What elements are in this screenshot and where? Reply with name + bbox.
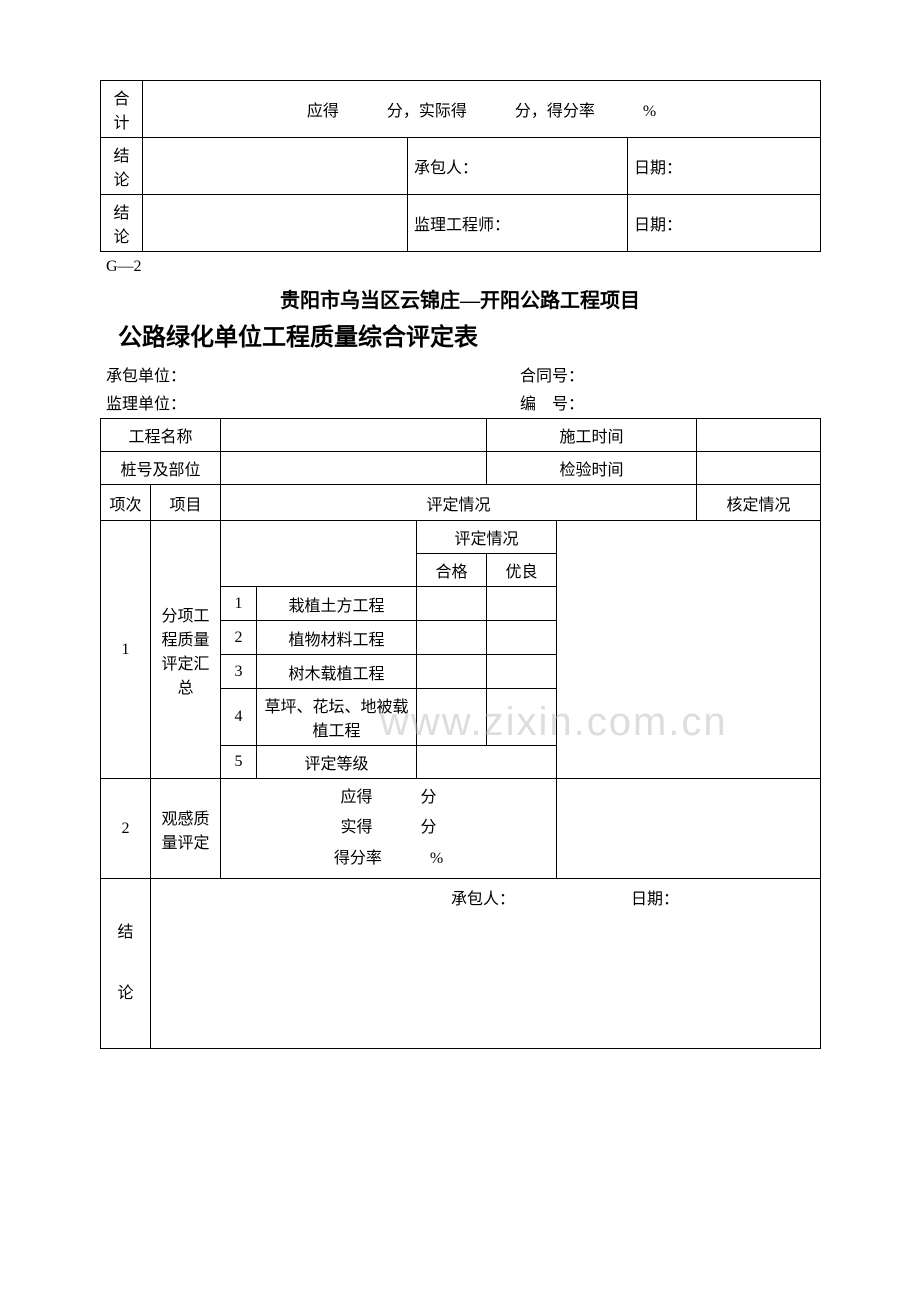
col-item: 项目 <box>151 485 221 521</box>
sec1-r2-e <box>487 621 557 655</box>
top-row3-label: 结论 <box>101 195 143 252</box>
top-row3-date: 日期： <box>628 195 821 252</box>
sec1-qualified: 合格 <box>417 554 487 587</box>
sec2-line1: 应得 分 <box>227 783 550 813</box>
hdr-stake-val <box>221 452 487 485</box>
conclusion-label: 结 论 <box>101 879 151 1049</box>
sec2-verification <box>557 779 821 879</box>
top-row1-text: 应得 分，实际得 分，得分率 % <box>143 81 821 138</box>
sec1-label: 分项工程质量评定汇总 <box>151 521 221 779</box>
hdr-construction-time-val <box>697 419 821 452</box>
form-title: 公路绿化单位工程质量综合评定表 <box>100 315 820 360</box>
sec1-assessment-situation: 评定情况 <box>417 521 557 554</box>
hdr-construction-time: 施工时间 <box>487 419 697 452</box>
top-row3-blank <box>143 195 408 252</box>
sec1-r4-q <box>417 689 487 746</box>
project-name: 贵阳市乌当区云锦庄—开阳公路工程项目 <box>100 280 820 315</box>
sec1-blank-top <box>221 521 417 587</box>
hdr-stake: 桩号及部位 <box>101 452 221 485</box>
sec2-line2: 实得 分 <box>227 813 550 843</box>
hdr-inspection-time-val <box>697 452 821 485</box>
sec1-r4-name: 草坪、花坛、地被载植工程 <box>257 689 417 746</box>
hdr-inspection-time: 检验时间 <box>487 452 697 485</box>
sec1-excellent: 优良 <box>487 554 557 587</box>
sec1-r5-merged <box>417 746 557 779</box>
sec1-r2-q <box>417 621 487 655</box>
contract-no-label: 合同号： <box>400 362 814 386</box>
sec2-label: 观感质量评定 <box>151 779 221 879</box>
sec1-r3-q <box>417 655 487 689</box>
sec1-r3-n: 3 <box>221 655 257 689</box>
col-seq: 项次 <box>101 485 151 521</box>
conclusion-date: 日期： <box>631 885 679 909</box>
sec1-r3-e <box>487 655 557 689</box>
form-code: G—2 <box>100 252 820 280</box>
sec1-r5-n: 5 <box>221 746 257 779</box>
hdr-project-name: 工程名称 <box>101 419 221 452</box>
sec1-r4-n: 4 <box>221 689 257 746</box>
sec1-verification-blank2 <box>697 521 821 779</box>
contractor-unit-label: 承包单位： <box>106 362 400 386</box>
main-table: 工程名称 施工时间 桩号及部位 检验时间 项次 项目 评定情况 核定情况 1 分… <box>100 418 821 1049</box>
sec2-scores: 应得 分 实得 分 得分率 % <box>221 779 557 879</box>
serial-no-label: 编 号： <box>400 390 814 414</box>
top-row2-blank <box>143 138 408 195</box>
meta-row-1: 承包单位： 合同号： <box>100 360 820 388</box>
sec1-seq: 1 <box>101 521 151 779</box>
sec2-line3: 得分率 % <box>227 844 550 874</box>
conclusion-contractor: 承包人： <box>451 885 631 909</box>
hdr-project-name-val <box>221 419 487 452</box>
top-row2-date: 日期： <box>628 138 821 195</box>
sec1-r2-n: 2 <box>221 621 257 655</box>
supervisor-unit-label: 监理单位： <box>106 390 400 414</box>
top-row3-engineer: 监理工程师： <box>408 195 628 252</box>
conclusion-l1: 结 <box>107 903 144 964</box>
sec2-seq: 2 <box>101 779 151 879</box>
sec1-verification-blank <box>557 521 697 779</box>
sec1-r2-name: 植物材料工程 <box>257 621 417 655</box>
sec1-r1-q <box>417 587 487 621</box>
col-assessment: 评定情况 <box>221 485 697 521</box>
top-row1-label: 合计 <box>101 81 143 138</box>
sec1-r1-e <box>487 587 557 621</box>
top-summary-table: 合计 应得 分，实际得 分，得分率 % 结论 承包人： 日期： 结论 监理工程师… <box>100 80 821 252</box>
top-row2-contractor: 承包人： <box>408 138 628 195</box>
sec1-r1-name: 栽植土方工程 <box>257 587 417 621</box>
sec1-r1-n: 1 <box>221 587 257 621</box>
sec1-r4-e <box>487 689 557 746</box>
sec1-r5-name: 评定等级 <box>257 746 417 779</box>
conclusion-l2: 论 <box>107 964 144 1025</box>
top-row2-label: 结论 <box>101 138 143 195</box>
conclusion-body: 承包人： 日期： <box>151 879 821 1049</box>
sec1-r3-name: 树木载植工程 <box>257 655 417 689</box>
col-verification: 核定情况 <box>697 485 821 521</box>
meta-row-2: 监理单位： 编 号： <box>100 388 820 418</box>
